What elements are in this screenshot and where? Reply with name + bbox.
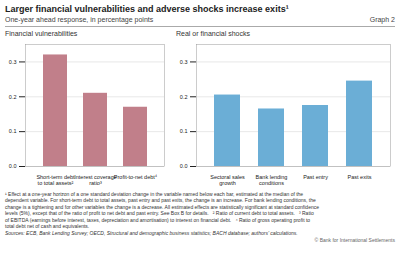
svg-text:Bank lendingconditions: Bank lendingconditions <box>256 174 288 186</box>
html-text:Sources: ECB, Bank Lending Sur: Sources: ECB, Bank Lending Survey; OECD,… <box>5 230 298 237</box>
svg-text:0.0: 0.0 <box>180 163 188 169</box>
svg-text:Past exits: Past exits <box>348 174 372 180</box>
svg-text:0.1: 0.1 <box>9 128 17 134</box>
svg-text:Short-term debtto total assets: Short-term debtto total assets² <box>36 174 75 186</box>
svg-text:0.1: 0.1 <box>180 128 188 134</box>
svg-text:Past entry: Past entry <box>303 174 328 180</box>
svg-text:0.0: 0.0 <box>9 163 17 169</box>
svg-text:0.2: 0.2 <box>9 94 17 100</box>
html-text:One-year ahead response, in pe: One-year ahead response, in percentage p… <box>5 16 154 23</box>
html-text:Graph 2: Graph 2 <box>369 16 395 23</box>
html-text:© Bank for International Settl: © Bank for International Settlements <box>314 236 395 243</box>
svg-text:0.3: 0.3 <box>180 59 188 65</box>
html-text:Real or financial shocks: Real or financial shocks <box>176 30 250 37</box>
svg-text:Sectoral salesgrowth: Sectoral salesgrowth <box>210 174 245 186</box>
svg-text:0.2: 0.2 <box>180 94 188 100</box>
html-text:¹ Effect at a one-year horizon: ¹ Effect at a one-year horizon of a one … <box>5 191 319 229</box>
svg-text:0.3: 0.3 <box>9 59 17 65</box>
html-text:Larger financial vulnerabiliti: Larger financial vulnerabilities and adv… <box>5 4 289 14</box>
svg-text:Interest coverageratio³: Interest coverageratio³ <box>74 174 117 186</box>
html-text:Financial vulnerabilities: Financial vulnerabilities <box>5 30 78 37</box>
svg-text:Profit-to-net debt⁴: Profit-to-net debt⁴ <box>114 174 158 180</box>
